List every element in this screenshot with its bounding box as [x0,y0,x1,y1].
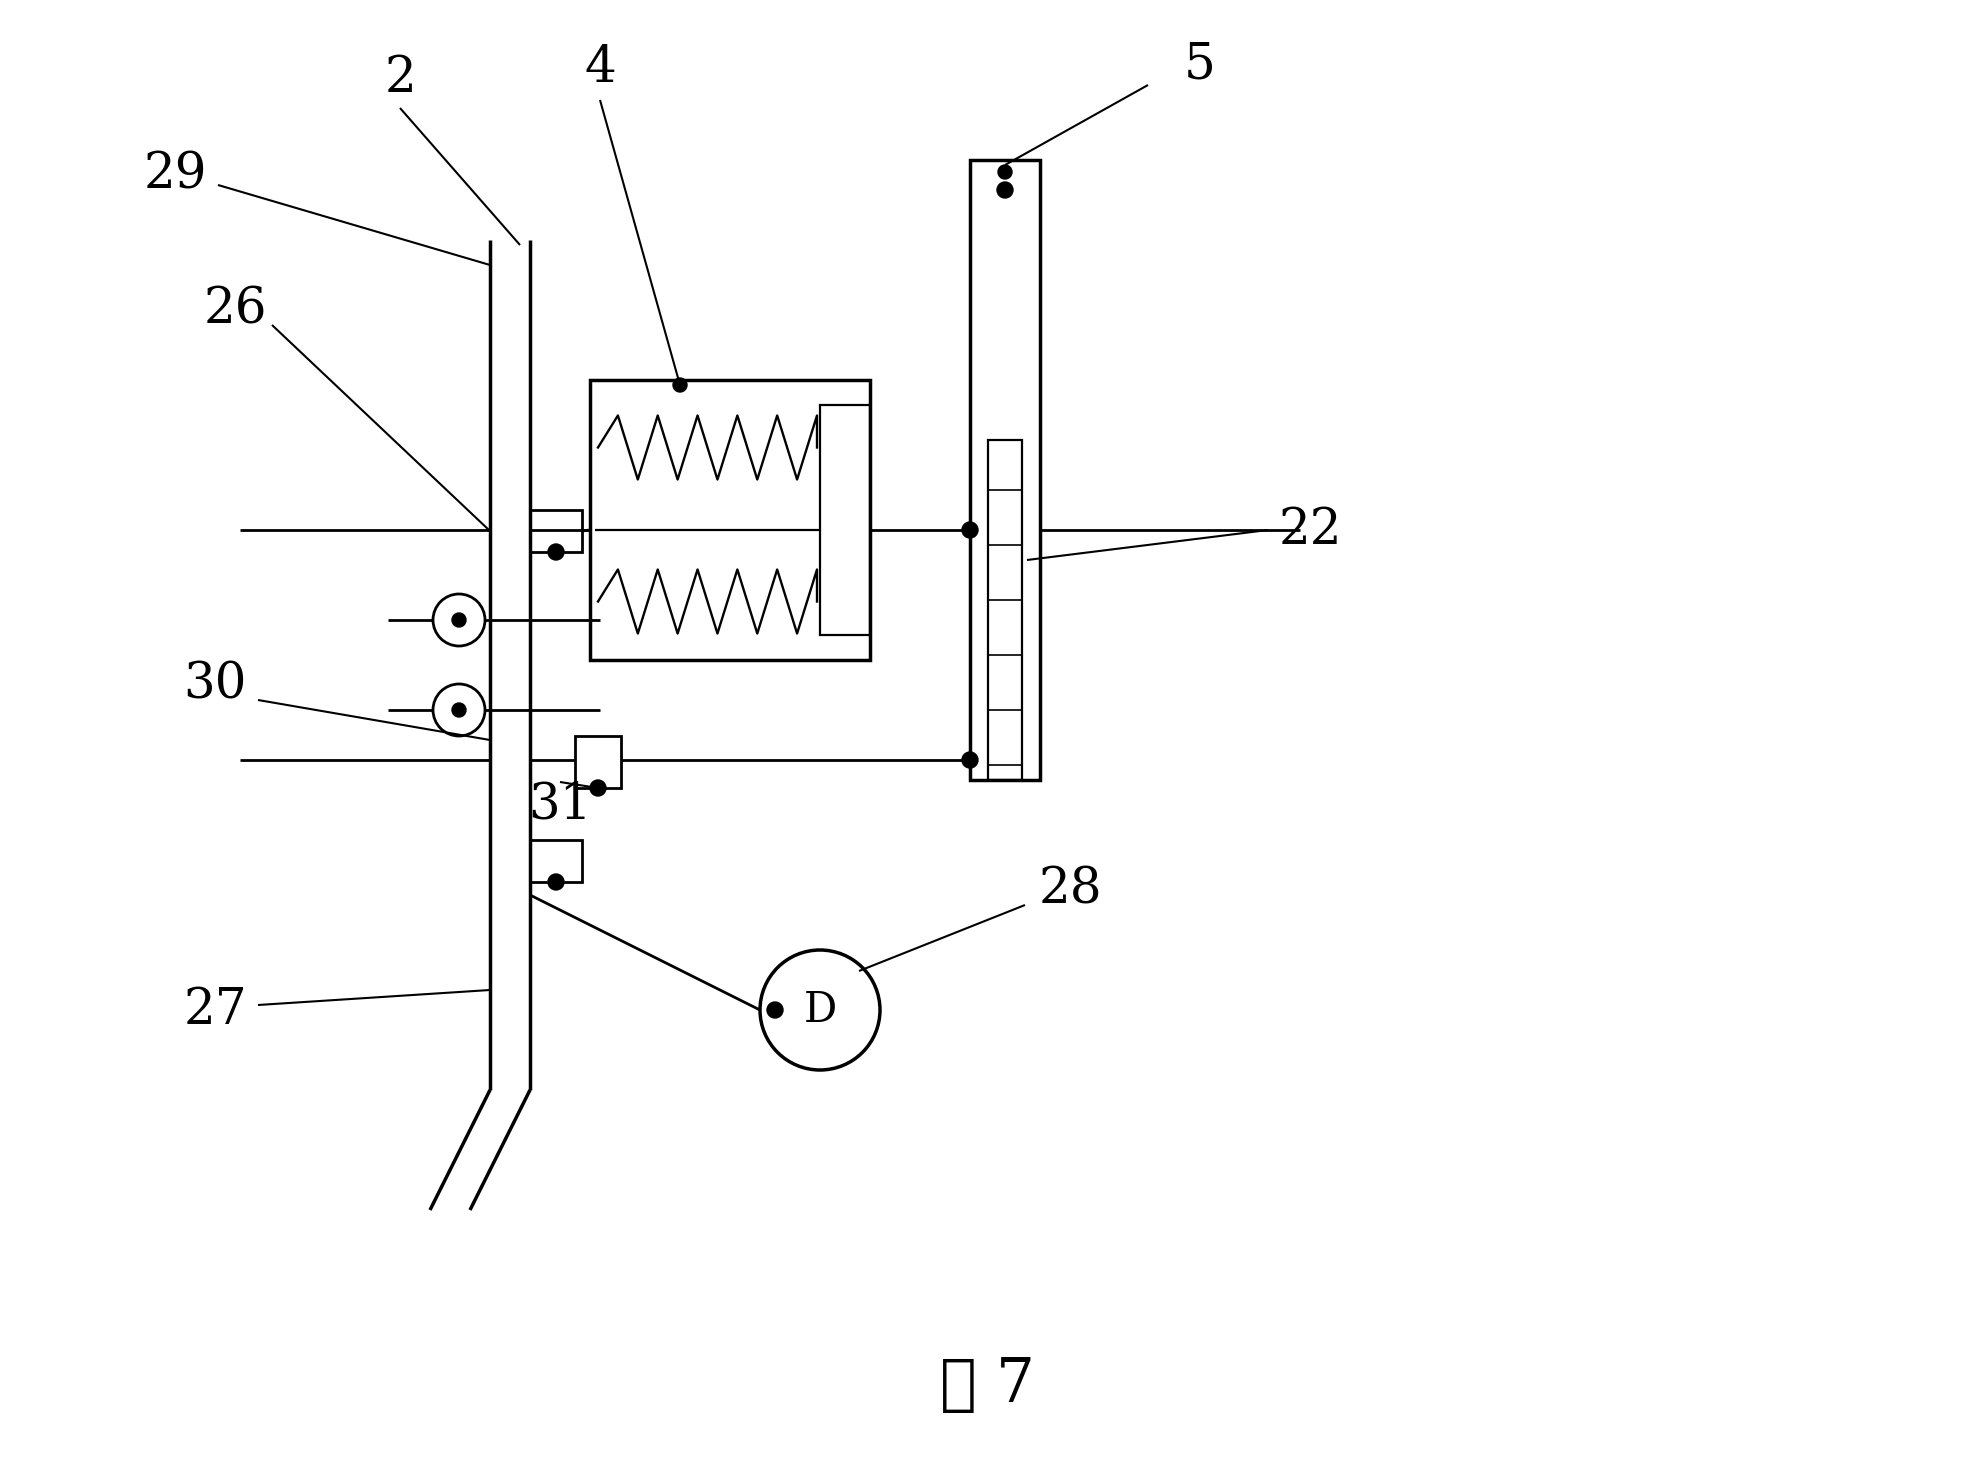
Text: D: D [803,989,837,1030]
Circle shape [998,165,1012,180]
Text: 26: 26 [203,286,266,334]
Bar [969,160,1040,780]
Circle shape [452,704,466,717]
Text: 5: 5 [1184,40,1215,90]
Text: 31: 31 [529,780,592,830]
Circle shape [996,183,1012,199]
Circle shape [548,874,564,891]
Bar [529,509,582,552]
Text: 28: 28 [1038,866,1101,914]
Text: 30: 30 [183,661,247,710]
Circle shape [548,545,564,559]
Bar [574,736,621,788]
Bar [590,380,870,659]
Text: 4: 4 [584,43,616,93]
Circle shape [961,752,977,768]
Text: 图 7: 图 7 [939,1356,1034,1415]
Circle shape [767,1002,783,1019]
Text: 22: 22 [1279,505,1342,555]
Circle shape [590,780,606,796]
Bar [819,405,870,634]
Circle shape [961,523,977,537]
Text: 29: 29 [144,150,207,200]
Bar [529,841,582,882]
Circle shape [452,612,466,627]
Text: 2: 2 [385,53,416,103]
Circle shape [673,378,687,392]
Bar [988,440,1022,780]
Text: 27: 27 [183,985,247,1035]
